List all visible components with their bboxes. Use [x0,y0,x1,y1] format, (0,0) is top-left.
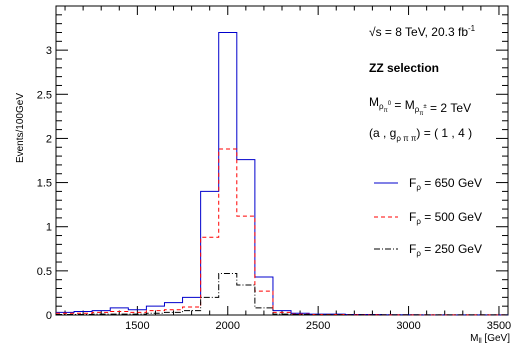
legend-label-2: Fρ = 500 GeV [409,210,482,226]
energy-annotation: √s = 8 TeV, 20.3 fb-1 [369,24,476,39]
y-tick-label: 1 [46,222,52,234]
x-tick-label: 1500 [125,320,149,332]
legend-label-1: Fρ = 650 GeV [409,176,482,192]
series-line-1 [56,31,508,316]
coupling-annotation: (a , gρ π π) = ( 1 , 4 ) [369,126,472,143]
plot-frame [55,5,509,316]
y-tick-label: 2 [46,133,52,145]
x-tick-label: 2000 [216,320,240,332]
plot-frame-group [55,5,509,316]
y-tick-label: 0.5 [37,266,52,278]
x-tick-label: 3000 [396,320,420,332]
x-tick-label: 2500 [306,320,330,332]
legend-label-3: Fρ = 250 GeV [409,242,482,258]
selection-annotation: ZZ selection [369,61,439,75]
y-tick-label: 2.5 [37,89,52,101]
legend: Fρ = 650 GeV Fρ = 500 GeV Fρ = 250 GeV [374,176,482,258]
x-tick-label: 3500 [487,320,511,332]
axis-ticks: 1500 2000 2500 3000 3500 0 0.5 1 1.5 2 2.5 3 [37,6,511,332]
y-tick-label: 3 [46,45,52,57]
y-tick-label: 1.5 [37,178,52,190]
series-line-2 [56,148,508,316]
y-axis-title: Events/100GeV [15,93,26,163]
series-line-3 [56,273,508,316]
histogram-series [56,31,508,316]
mass-annotation: Mρπ0 = Mρπ± = 2 TeV [369,95,471,117]
x-axis-title: Mll [GeV] [470,333,510,345]
y-tick-label: 0 [46,310,52,322]
